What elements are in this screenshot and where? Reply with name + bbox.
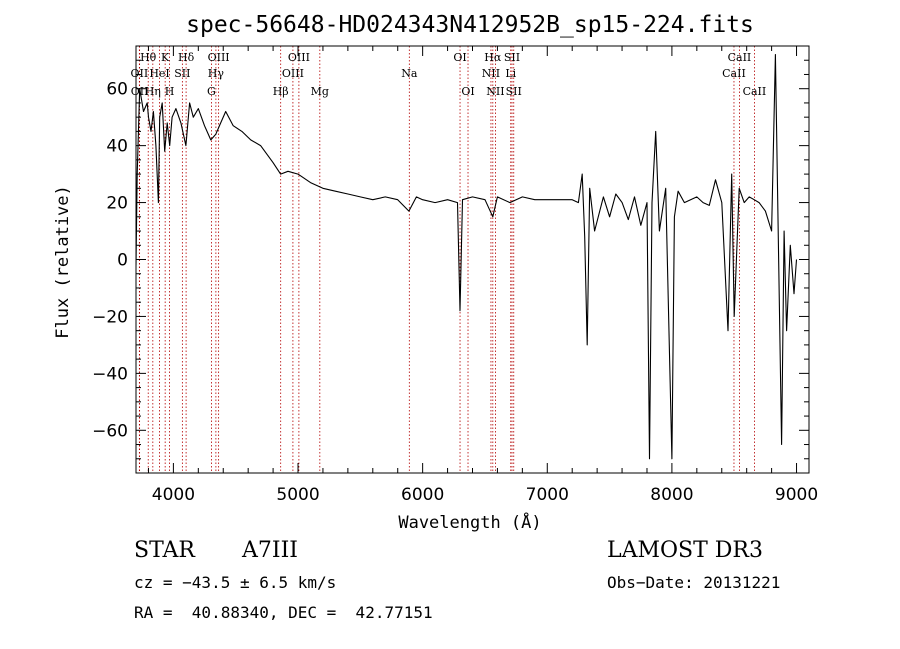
axes: 4000 5000 6000 7000 8000 9000 −60 −40 −20 0 20 40 60 [92,45,818,505]
spectral-line-label: Hα [484,51,502,64]
y-tick-label: 20 [106,194,128,214]
x-tick-label: 5000 [276,485,319,505]
plot-frame [135,45,810,474]
spectral-line-label: K [161,51,170,64]
x-axis-label: Wavelength (Å) [398,511,541,533]
spectral-line-label: Hγ [208,67,225,80]
spectral-line-label: NII [482,67,500,80]
y-tick-label: −20 [92,307,128,327]
spectral-line-label: SII [506,85,522,98]
spectral-line-label: Na [401,67,418,80]
x-tick-label: 9000 [775,485,818,505]
coordinates: RA = 40.88340, DEC = 42.77151 [134,603,433,622]
y-tick-label: −40 [92,364,128,384]
spectral-line-label: OII [131,85,149,98]
spectral-line-label: SII [504,51,520,64]
x-tick-label: 4000 [152,485,195,505]
spectral-line-label: Hθ [140,51,157,64]
spectral-line-label: CaII [722,67,746,80]
spectral-line-label: OI [453,51,466,64]
spectral-line-label: Hβ [273,85,289,98]
spectral-line-label: CaII [743,85,767,98]
redshift-cz: cz = −43.5 ± 6.5 km/s [134,573,337,592]
spectral-line-label: Li [505,67,516,80]
spectral-lines [138,46,755,473]
spectral-line-label: Hη [145,85,161,98]
spectral-line-label: SII [174,67,190,80]
spectral-line-label: Mg [311,85,329,98]
spectral-line-label: OIII [288,51,310,64]
spectral-line-label: Hδ [178,51,195,64]
object-subclass: A7III [242,538,298,563]
x-tick-label: 6000 [401,485,444,505]
y-tick-label: −60 [92,421,128,441]
spectrum-chart: spec-56648-HD024343N412952B_sp15-224.fit… [53,12,818,533]
y-axis-label: Flux (relative) [53,185,73,339]
spectral-line-label: HeI [149,67,169,80]
spectral-line-label: OII [131,67,149,80]
x-tick-label: 8000 [650,485,693,505]
series-line-flux [136,53,798,460]
y-tick-label: 60 [106,80,128,100]
spectral-line-label: G [207,85,216,98]
object-class: STAR [134,538,195,563]
x-tick-label: 7000 [526,485,569,505]
spectral-line-label: CaII [728,51,752,64]
spectral-line-label: OI [461,85,474,98]
spectral-line-label: OIII [282,67,304,80]
spectral-line-label: NII [486,85,504,98]
flux-series [136,53,798,460]
survey-name: LAMOST DR3 [607,538,763,563]
chart-title: spec-56648-HD024343N412952B_sp15-224.fit… [186,12,754,38]
y-tick-label: 0 [117,251,128,271]
spectral-line-label: OIII [208,51,230,64]
observation-date: Obs−Date: 20131221 [607,573,781,592]
y-tick-label: 40 [106,137,128,157]
spectral-line-label: H [165,85,175,98]
